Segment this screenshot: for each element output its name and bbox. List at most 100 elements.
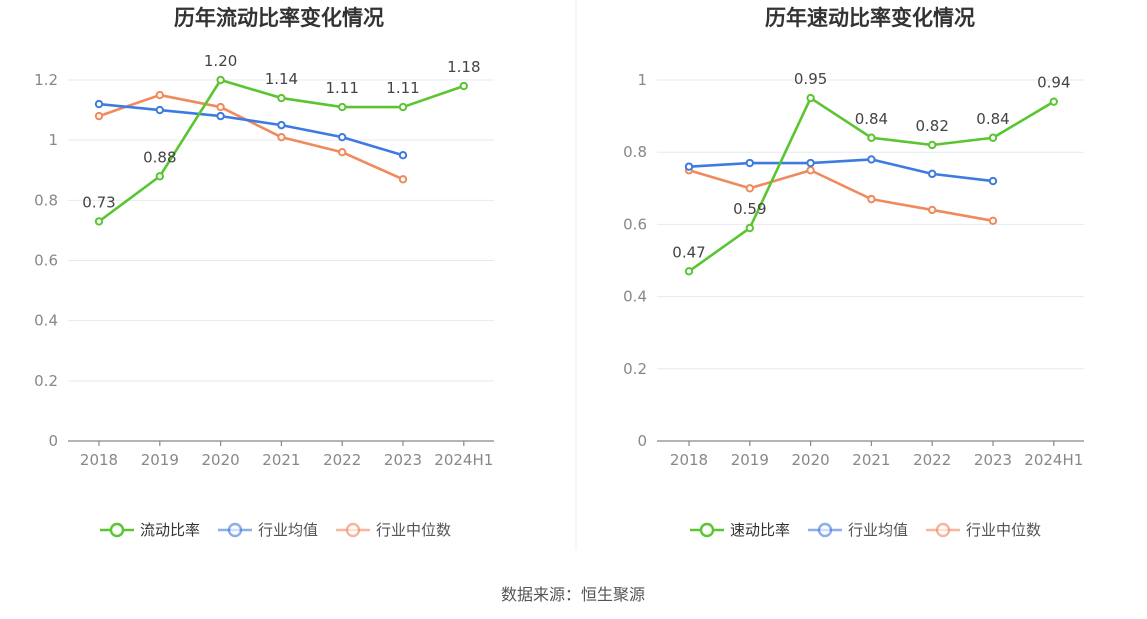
data-point[interactable]	[398, 102, 408, 112]
data-point[interactable]	[988, 176, 998, 186]
data-point[interactable]	[867, 194, 876, 204]
data-label: 0.84	[855, 110, 888, 128]
data-point[interactable]	[155, 172, 165, 181]
data-label: 0.88	[143, 148, 176, 166]
x-tick-label: 2024H1	[1024, 451, 1083, 469]
x-tick-label: 2018	[80, 451, 118, 469]
data-point[interactable]	[94, 111, 104, 121]
data-point[interactable]	[867, 155, 876, 164]
data-point[interactable]	[459, 81, 468, 91]
x-tick-label: 2019	[731, 451, 769, 469]
legend-item[interactable]: 流动比率	[100, 521, 200, 539]
data-point[interactable]	[928, 169, 937, 179]
chart-title: 历年流动比率变化情况	[174, 6, 384, 30]
x-tick-label: 2022	[913, 451, 951, 469]
y-tick-label: 0.6	[34, 252, 58, 270]
legend-item[interactable]: 行业均值	[218, 521, 318, 539]
data-label: 0.95	[794, 70, 827, 88]
data-point[interactable]	[277, 93, 286, 103]
legend-label: 流动比率	[140, 521, 200, 539]
x-tick-label: 2024H1	[434, 451, 493, 469]
data-point[interactable]	[216, 75, 225, 85]
legend-swatch-marker	[227, 522, 243, 538]
data-point[interactable]	[338, 132, 347, 142]
legend-label: 速动比率	[730, 521, 790, 539]
series-line	[98, 102, 404, 157]
chart-panel-current-ratio: 历年流动比率变化情况 0 0.2 0.4 0.6 0.8 1 1.2 2018 2019 2020 2…	[34, 6, 494, 539]
data-point[interactable]	[745, 158, 754, 168]
data-point[interactable]	[684, 162, 694, 171]
y-tick-label: 0.2	[623, 360, 647, 378]
x-tick-label: 2020	[792, 451, 830, 469]
data-point[interactable]	[216, 111, 225, 121]
data-point[interactable]	[1049, 97, 1059, 106]
data-point[interactable]	[338, 102, 347, 112]
data-point[interactable]	[155, 90, 165, 100]
data-label: 0.82	[915, 117, 948, 135]
y-tick-label: 0.8	[34, 191, 58, 209]
source-note: 数据来源：恒生聚源	[501, 585, 645, 604]
data-point[interactable]	[806, 166, 815, 175]
y-tick-label: 0	[48, 432, 58, 450]
legend-swatch-marker	[109, 522, 125, 538]
legend-swatch-marker	[817, 522, 833, 538]
legend-swatch-marker	[699, 522, 715, 538]
legend-label: 行业中位数	[376, 521, 451, 539]
data-point[interactable]	[277, 132, 286, 142]
data-point[interactable]	[928, 205, 937, 215]
legend-item[interactable]: 行业中位数	[336, 521, 451, 539]
data-label: 1.14	[265, 70, 298, 88]
y-tick-label: 0.2	[34, 372, 58, 390]
data-point[interactable]	[684, 267, 694, 276]
legend-label: 行业均值	[848, 521, 908, 539]
legend-item[interactable]: 行业中位数	[926, 521, 1041, 539]
series-line	[688, 158, 994, 183]
chart-panel-quick-ratio: 历年速动比率变化情况 0 0.2 0.4 0.6 0.8 1 2018 2019 2020 2021…	[623, 6, 1084, 539]
data-point[interactable]	[277, 120, 286, 130]
data-point[interactable]	[988, 133, 998, 142]
data-point[interactable]	[338, 148, 347, 157]
y-tick-label: 0	[637, 432, 647, 450]
data-label: 0.59	[733, 200, 766, 218]
legend-item[interactable]: 速动比率	[690, 521, 790, 539]
data-point[interactable]	[398, 151, 408, 160]
data-point[interactable]	[745, 223, 754, 233]
data-point[interactable]	[745, 184, 754, 193]
y-tick-label: 0.8	[623, 143, 647, 161]
legend-swatch-marker	[345, 522, 361, 538]
data-point[interactable]	[94, 99, 104, 109]
data-label: 1.20	[204, 52, 237, 70]
data-point[interactable]	[806, 93, 815, 103]
series-line	[98, 93, 404, 181]
x-tick-label: 2019	[141, 451, 179, 469]
data-label: 1.18	[447, 58, 480, 76]
data-point[interactable]	[94, 217, 104, 226]
data-point[interactable]	[928, 140, 937, 150]
x-tick-label: 2021	[262, 451, 300, 469]
x-tick-label: 2018	[670, 451, 708, 469]
legend-label: 行业均值	[258, 521, 318, 539]
data-label: 0.94	[1037, 74, 1070, 92]
x-tick-label: 2023	[384, 451, 422, 469]
data-label: 0.84	[976, 110, 1009, 128]
data-point[interactable]	[806, 158, 815, 168]
legend-item[interactable]: 行业均值	[808, 521, 908, 539]
data-label: 0.73	[82, 193, 115, 211]
y-tick-label: 0.6	[623, 215, 647, 233]
data-point[interactable]	[398, 175, 408, 184]
x-tick-label: 2020	[202, 451, 240, 469]
legend-swatch-marker	[935, 522, 951, 538]
data-point[interactable]	[216, 102, 225, 112]
data-point[interactable]	[867, 133, 876, 142]
data-point[interactable]	[155, 105, 165, 115]
x-tick-label: 2021	[852, 451, 890, 469]
chart-title: 历年速动比率变化情况	[765, 6, 975, 30]
data-point[interactable]	[988, 216, 998, 225]
data-label: 1.11	[386, 79, 419, 97]
y-tick-label: 1	[637, 71, 647, 89]
y-tick-label: 0.4	[34, 312, 58, 330]
series-line	[688, 168, 994, 223]
legend-label: 行业中位数	[966, 521, 1041, 539]
y-tick-label: 1	[48, 131, 58, 149]
